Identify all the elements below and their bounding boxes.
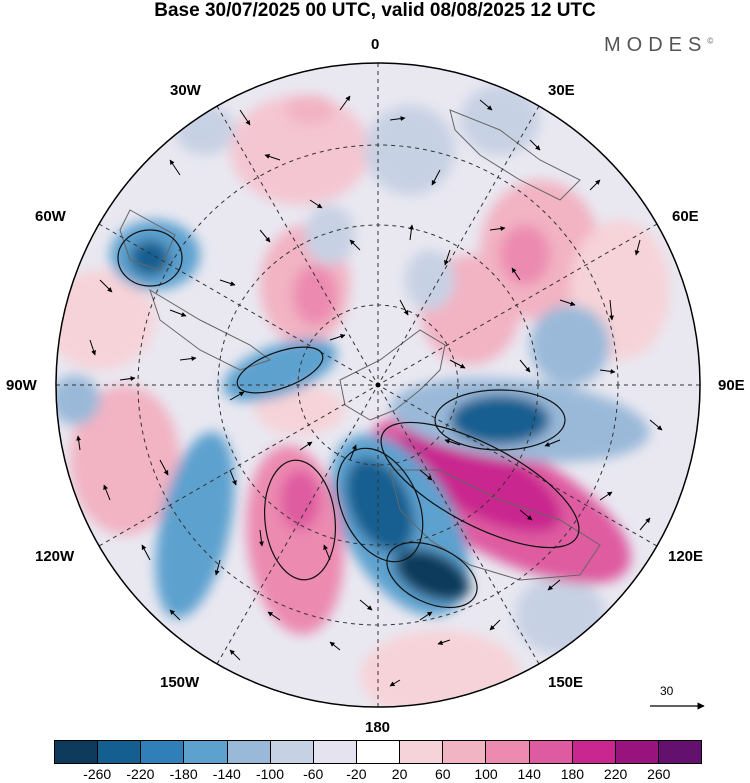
brand-mark: © [707,36,714,46]
anomaly-negative [394,548,470,602]
colorbar-tick-label: -20 [346,766,367,782]
colorbar-tick-label: -220 [126,766,155,782]
colorbar-swatch [227,741,271,763]
colorbar-swatch [529,741,573,763]
anomaly-negative [222,338,338,402]
longitude-label-30e: 30E [548,82,575,99]
colorbar-tick-label: 20 [391,766,408,782]
anomaly-positive [285,95,335,125]
longitude-label-90e: 90E [718,377,745,394]
colorbar-tick-label: 260 [647,766,671,782]
anomaly-negative [56,375,100,425]
longitude-label-90w: 90W [6,377,37,394]
colorbar-swatch [270,741,314,763]
longitude-label-0: 0 [371,36,380,53]
anomaly-negative [515,575,605,655]
colorbar-tick-label: -100 [255,766,285,782]
anomaly-negative [405,250,455,310]
longitude-label-150w: 150W [160,674,200,691]
longitude-label-120e: 120E [668,548,704,565]
colorbar-tick-label: 60 [435,766,451,782]
anomaly-field [56,63,700,707]
modes-logo: MODES© [604,34,713,57]
colorbar-tick-label: -140 [212,766,241,782]
anomaly-positive [398,427,562,533]
anomaly-negative [130,240,170,276]
colorbar-swatch [141,741,185,763]
anomaly-negative [450,395,550,445]
colorbar-swatch [356,741,401,763]
anomaly-positive [230,95,370,205]
colorbar-swatch [615,741,659,763]
colorbar-tick-label: 180 [560,766,585,782]
colorbar-tick-label: -260 [83,766,112,782]
longitude-label-30w: 30W [170,82,201,99]
map-title: Base 30/07/2025 00 UTC, valid 08/08/2025… [154,0,596,21]
colorbar-tick-label: 140 [517,766,541,782]
anomaly-negative [175,105,235,155]
colorbar-swatch [55,741,99,763]
anomaly-positive [70,385,180,535]
anomaly-positive [56,270,155,370]
colorbar-swatch [572,741,616,763]
colorbar-swatch [98,741,142,763]
longitude-label-60w: 60W [35,208,66,225]
colorbar-swatch [443,741,487,763]
colorbar-swatch [658,741,702,763]
colorbar-swatch [400,741,444,763]
anomaly-positive [255,385,345,435]
anomaly-negative [365,105,455,195]
colorbar-tick-label: -60 [303,766,324,782]
longitude-label-120w: 120W [35,548,75,565]
map-border [55,62,701,708]
colorbar-tick-label: 100 [474,766,498,782]
anomaly-negative [345,457,415,553]
colorbar-ticks: -260 -220 -180 -140 -100 -60 -20 20 60 100 140 180 2… [0,766,750,783]
longitude-label-150e: 150E [548,674,584,691]
south-pole-marker [375,382,381,388]
colorbar-swatch [486,741,530,763]
colorbar-swatch [184,741,228,763]
anomaly-negative [460,85,540,155]
anomaly-positive [500,225,550,285]
longitude-label-60e: 60E [672,208,699,225]
brand-name: MODES [604,34,708,56]
anomaly-positive [293,265,337,325]
anomaly-positive [280,470,320,530]
anomaly-negative [530,305,610,385]
colorbar-swatch [313,741,357,763]
colorbar-tick-label: 220 [603,766,628,782]
reference-vector-label: 30 [660,684,674,698]
colorbar-tick-label: -180 [169,766,198,782]
anomaly-negative [305,205,355,265]
wind-vectors [76,95,663,687]
contour-lines [117,229,580,609]
reference-vector [650,702,705,710]
colorbar [54,740,702,764]
coastlines [119,109,601,581]
longitude-label-180: 180 [365,719,391,736]
